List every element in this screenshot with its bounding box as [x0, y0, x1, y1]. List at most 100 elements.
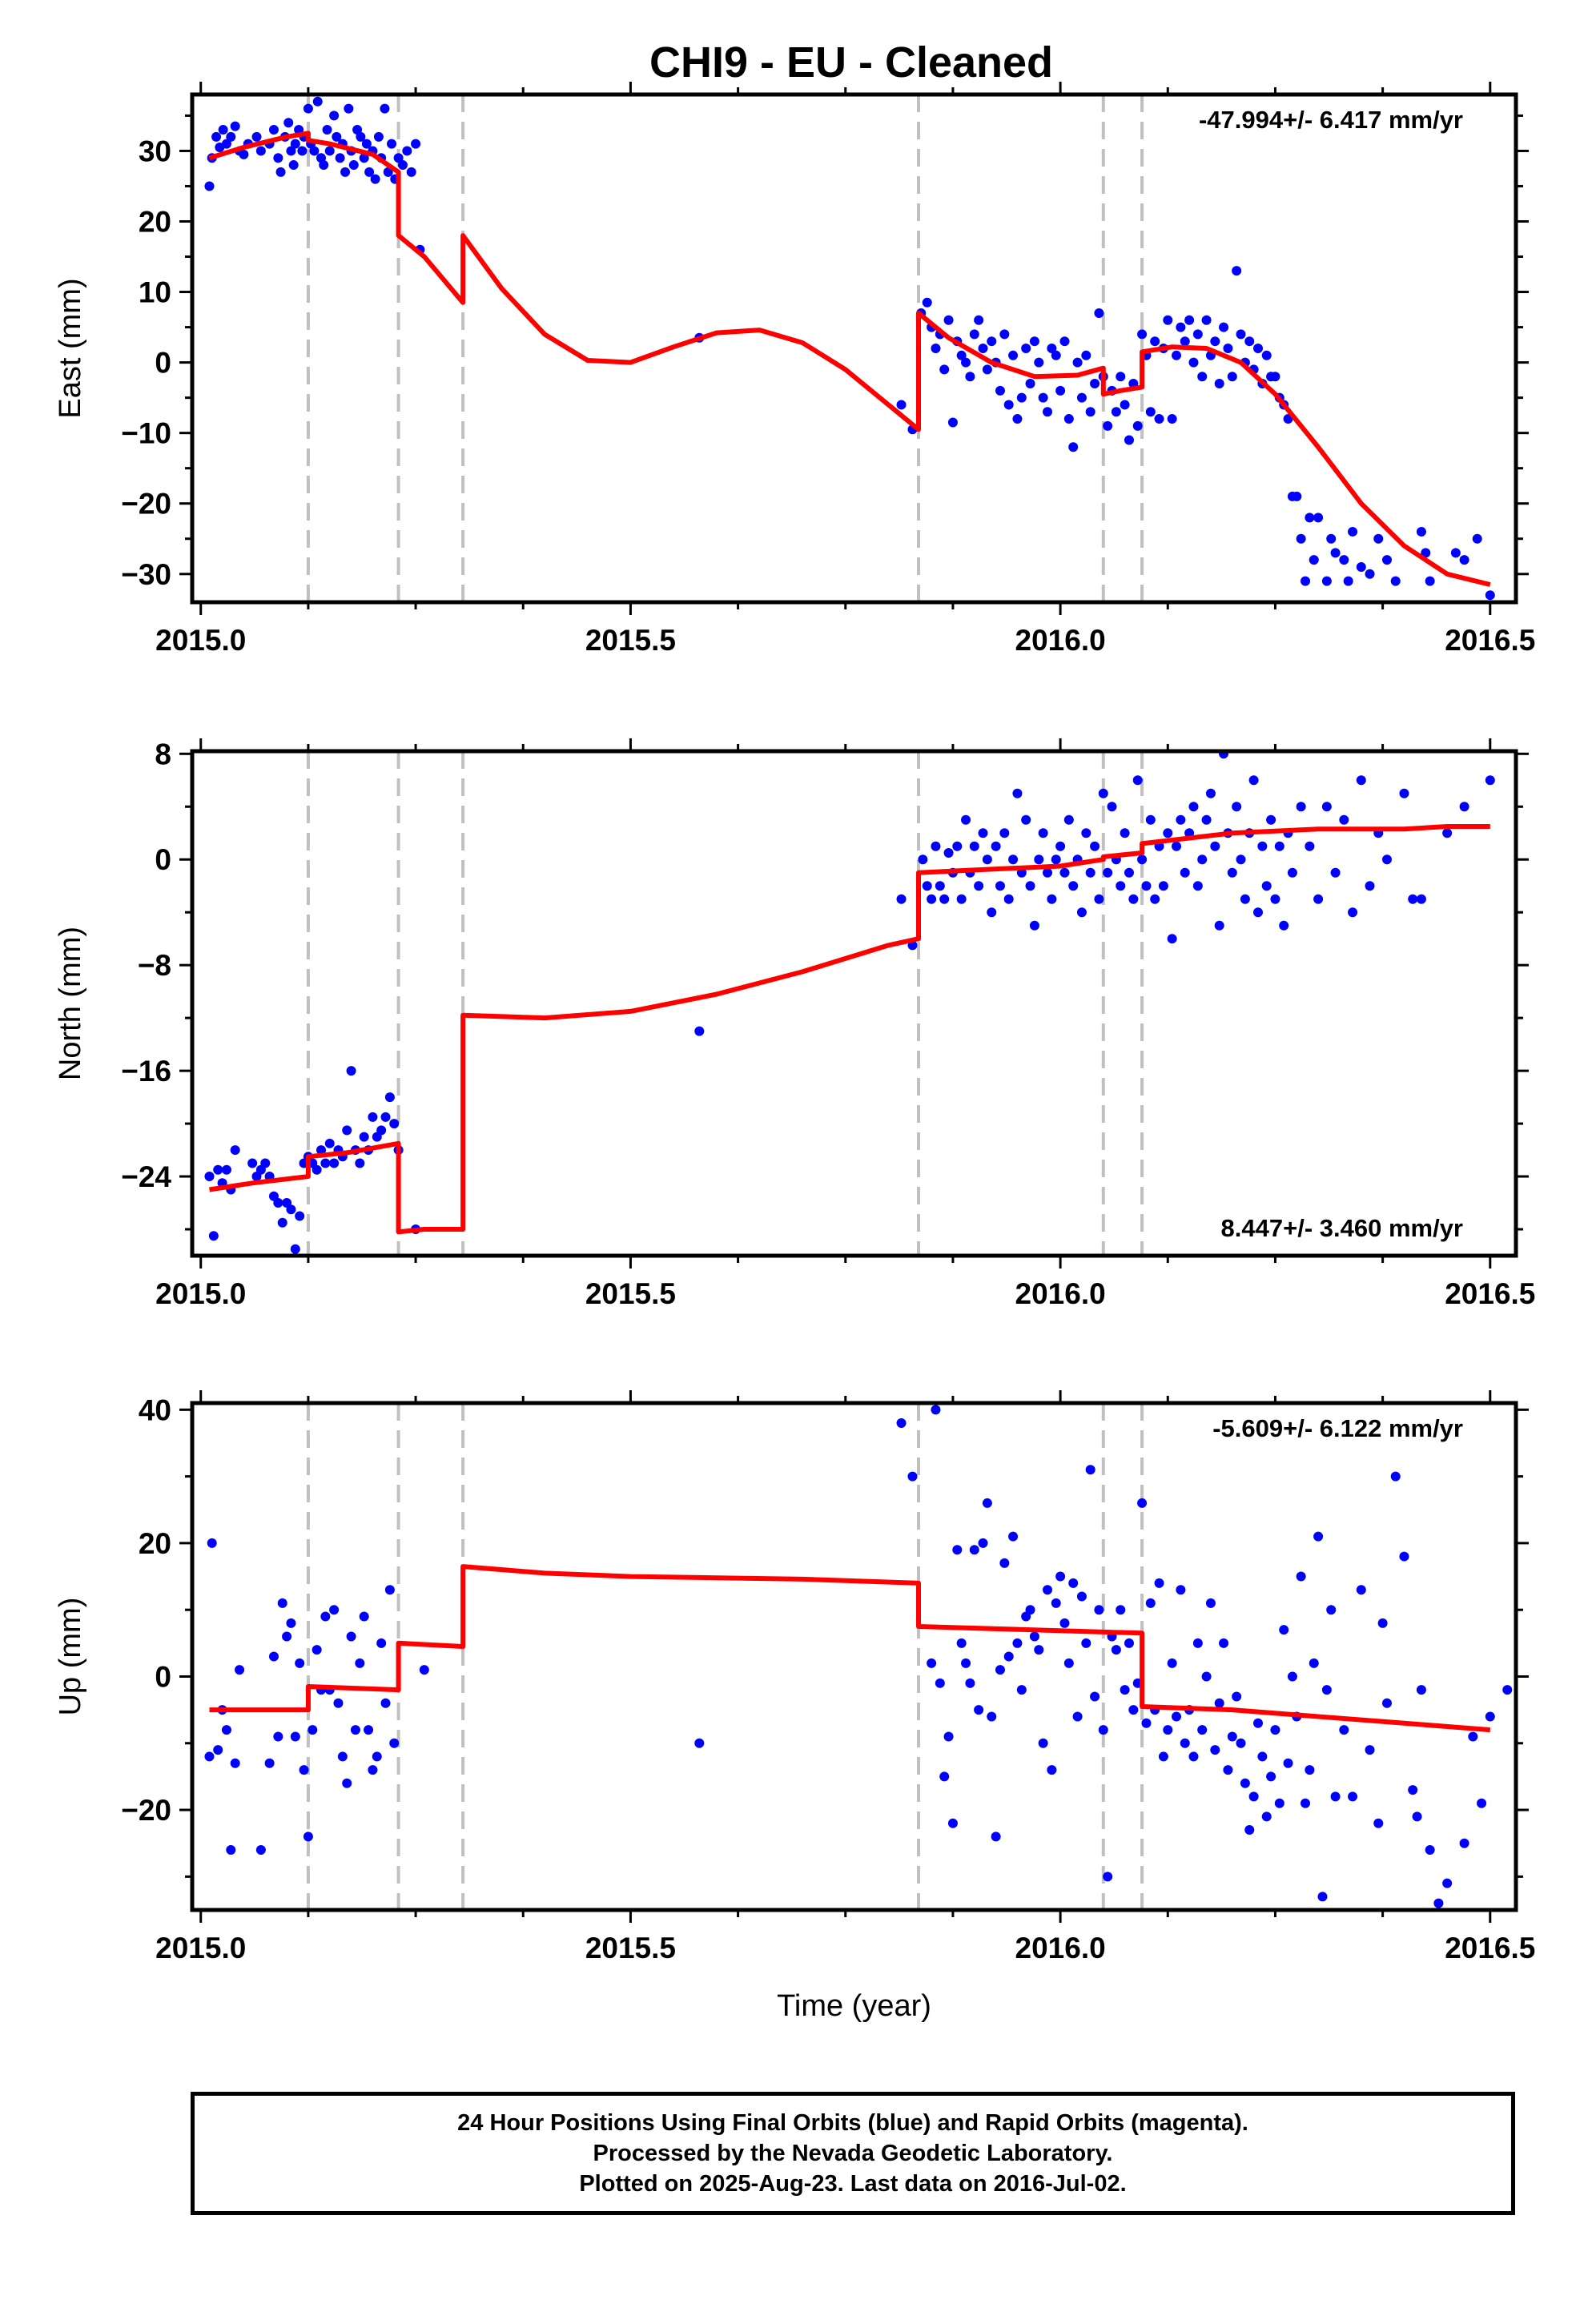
- data-point: [1236, 854, 1246, 865]
- data-point: [1356, 1585, 1366, 1595]
- data-point: [978, 344, 988, 353]
- data-point: [299, 1765, 309, 1775]
- data-point: [1223, 344, 1233, 353]
- x-tick-label: 2015.0: [155, 624, 246, 657]
- data-point: [235, 1665, 245, 1675]
- data-point: [368, 1765, 378, 1775]
- data-point: [290, 139, 300, 149]
- data-point: [1232, 266, 1242, 276]
- data-point: [1085, 867, 1096, 878]
- panel-north: 2015.0 2015.5 2016.0 2016.5 8 0 −8 −16 −24 North …: [54, 738, 1535, 1310]
- y-axis-label: East (mm): [54, 278, 87, 418]
- data-point: [943, 1731, 954, 1742]
- data-point: [419, 1665, 429, 1675]
- data-point: [329, 1158, 340, 1168]
- data-point: [1399, 1551, 1409, 1562]
- data-point: [943, 847, 954, 858]
- plot-frame: [190, 92, 1518, 605]
- data-point: [931, 344, 941, 353]
- data-point: [1274, 841, 1284, 851]
- data-point: [896, 400, 907, 410]
- data-point: [956, 350, 967, 360]
- data-point: [297, 146, 308, 156]
- data-point: [1192, 1638, 1203, 1648]
- data-point: [204, 1172, 215, 1182]
- data-point: [207, 1538, 217, 1548]
- y-tick-label: 0: [155, 1660, 171, 1693]
- data-point: [995, 1665, 1005, 1675]
- data-point: [995, 385, 1005, 396]
- data-point: [1261, 1811, 1272, 1822]
- y-tick-label: −16: [121, 1055, 171, 1088]
- data-point: [397, 160, 408, 171]
- data-point: [309, 146, 320, 156]
- footer-line-2: Processed by the Nevada Geodetic Laborat…: [593, 2141, 1113, 2166]
- data-point: [380, 1698, 391, 1708]
- footer-note: 24 Hour Positions Using Final Orbits (bl…: [191, 2092, 1515, 2215]
- data-point: [987, 907, 997, 918]
- data-point: [1326, 1605, 1337, 1615]
- data-point: [1038, 392, 1048, 403]
- data-point: [1098, 788, 1108, 798]
- y-axis-label: North (mm): [54, 927, 87, 1080]
- data-point: [1408, 1785, 1418, 1795]
- data-point: [370, 174, 380, 184]
- data-point: [1219, 322, 1229, 332]
- data-point: [1348, 526, 1358, 537]
- data-point: [1068, 442, 1079, 452]
- y-tick-label: 30: [139, 135, 171, 167]
- data-point: [1339, 1725, 1349, 1735]
- data-point: [1188, 357, 1199, 368]
- data-point: [1477, 1798, 1487, 1808]
- data-point: [1055, 1571, 1066, 1582]
- data-point: [204, 181, 215, 191]
- data-point: [1128, 894, 1139, 904]
- data-point: [1425, 1845, 1435, 1856]
- data-point: [1317, 1892, 1328, 1902]
- data-point: [1012, 1638, 1023, 1648]
- data-point: [1163, 1725, 1173, 1735]
- data-point: [995, 881, 1005, 891]
- data-point: [376, 1638, 387, 1648]
- data-point: [359, 1611, 369, 1622]
- data-point: [1016, 392, 1027, 403]
- data-point: [226, 131, 236, 142]
- data-point: [1305, 1765, 1315, 1775]
- data-point: [1356, 775, 1366, 786]
- data-point: [907, 1471, 918, 1482]
- data-point: [255, 1845, 266, 1856]
- data-point: [1188, 802, 1199, 812]
- panel-up: 2015.0 2015.5 2016.0 2016.5 40 20 0 −20 Up (mm) T…: [54, 1390, 1535, 2023]
- data-point: [255, 146, 266, 156]
- data-point: [1305, 841, 1315, 851]
- data-point: [896, 894, 907, 904]
- data-point: [1051, 854, 1061, 865]
- data-point: [364, 167, 375, 177]
- data-point: [1076, 907, 1087, 918]
- data-point: [324, 1138, 335, 1148]
- data-point: [1158, 1751, 1168, 1762]
- data-point: [1485, 1711, 1495, 1722]
- data-point: [1150, 336, 1160, 347]
- data-point: [221, 1164, 231, 1175]
- data-point: [1167, 414, 1177, 424]
- y-tick-label: 0: [155, 843, 171, 876]
- data-point: [359, 153, 369, 163]
- panel-east: 2015.0 2015.5 2016.0 2016.5 30 20 10 0 −10 −20 −30…: [54, 82, 1535, 657]
- data-point: [1090, 841, 1100, 851]
- data-point: [939, 364, 950, 375]
- data-point: [290, 1244, 300, 1254]
- data-point: [1219, 1638, 1229, 1648]
- data-point: [922, 297, 932, 308]
- data-point: [922, 881, 932, 891]
- data-point: [1034, 357, 1044, 368]
- data-point: [319, 160, 329, 171]
- x-tick-label: 2015.0: [155, 1932, 246, 1964]
- data-point: [1252, 1718, 1263, 1728]
- data-point: [332, 131, 342, 142]
- data-point: [982, 854, 992, 865]
- data-point: [312, 96, 323, 107]
- data-point: [364, 1725, 374, 1735]
- data-point: [1081, 828, 1091, 838]
